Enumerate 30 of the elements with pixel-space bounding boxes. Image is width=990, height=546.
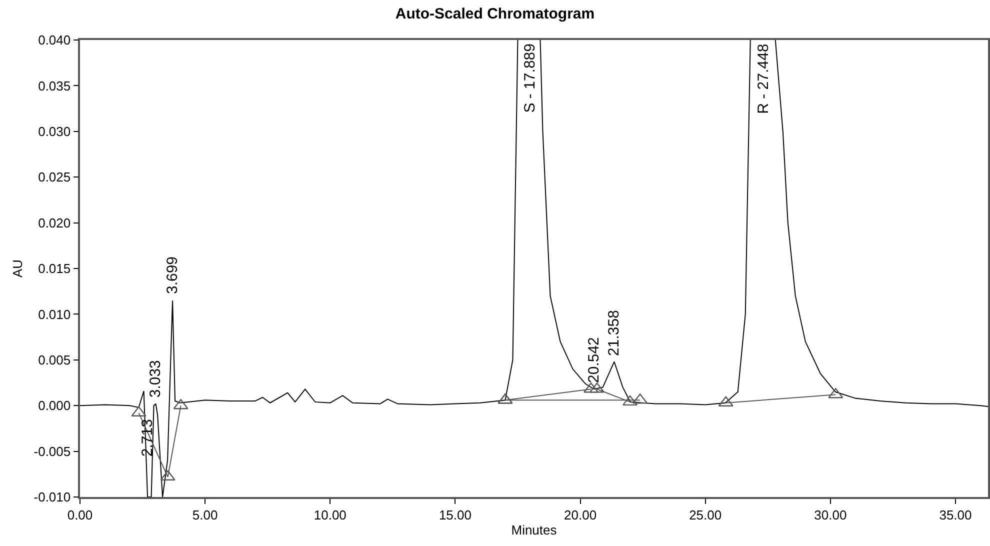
x-tick-label: 20.00 bbox=[564, 507, 597, 522]
point bbox=[622, 395, 638, 406]
annotation: 3.699 bbox=[164, 256, 182, 294]
annotation: 21.358 bbox=[606, 310, 623, 356]
annotation: 3.033 bbox=[147, 360, 164, 398]
chart-title: Auto-Scaled Chromatogram bbox=[395, 6, 595, 23]
y-tick-label: -0.010 bbox=[34, 490, 71, 505]
x-tick-label: 5.00 bbox=[192, 507, 218, 522]
y-tick-label: 0.010 bbox=[38, 306, 71, 322]
annotation: S - 17.889 bbox=[522, 44, 539, 113]
x-tick-label: 0.00 bbox=[67, 507, 93, 522]
x-tick-label: 25.00 bbox=[689, 507, 722, 522]
y-tick-label: 0.035 bbox=[38, 78, 71, 94]
y-tick-label: 0.020 bbox=[38, 215, 71, 230]
x-axis-title: Minutes bbox=[511, 522, 558, 538]
y-tick-label: 0.000 bbox=[38, 398, 71, 414]
y-tick-label: 0.005 bbox=[38, 352, 71, 368]
annotation: R - 27.448 bbox=[754, 44, 772, 114]
y-tick-label: 0.015 bbox=[38, 261, 71, 276]
x-tick-label: 15.00 bbox=[438, 507, 472, 522]
x-tick-label: 35.00 bbox=[939, 507, 972, 522]
y-tick-label: 0.030 bbox=[38, 124, 71, 139]
annotation: 2.713 bbox=[139, 419, 156, 457]
annotation: 20.542 bbox=[586, 337, 603, 383]
y-tick-label: 0.040 bbox=[38, 32, 71, 48]
x-tick-label: 30.00 bbox=[814, 507, 847, 522]
x-tick-label: 10.00 bbox=[314, 507, 346, 522]
y-tick-label: -0.005 bbox=[34, 444, 71, 459]
y-axis-title: AU bbox=[10, 259, 26, 278]
y-tick-label: 0.025 bbox=[38, 170, 71, 185]
